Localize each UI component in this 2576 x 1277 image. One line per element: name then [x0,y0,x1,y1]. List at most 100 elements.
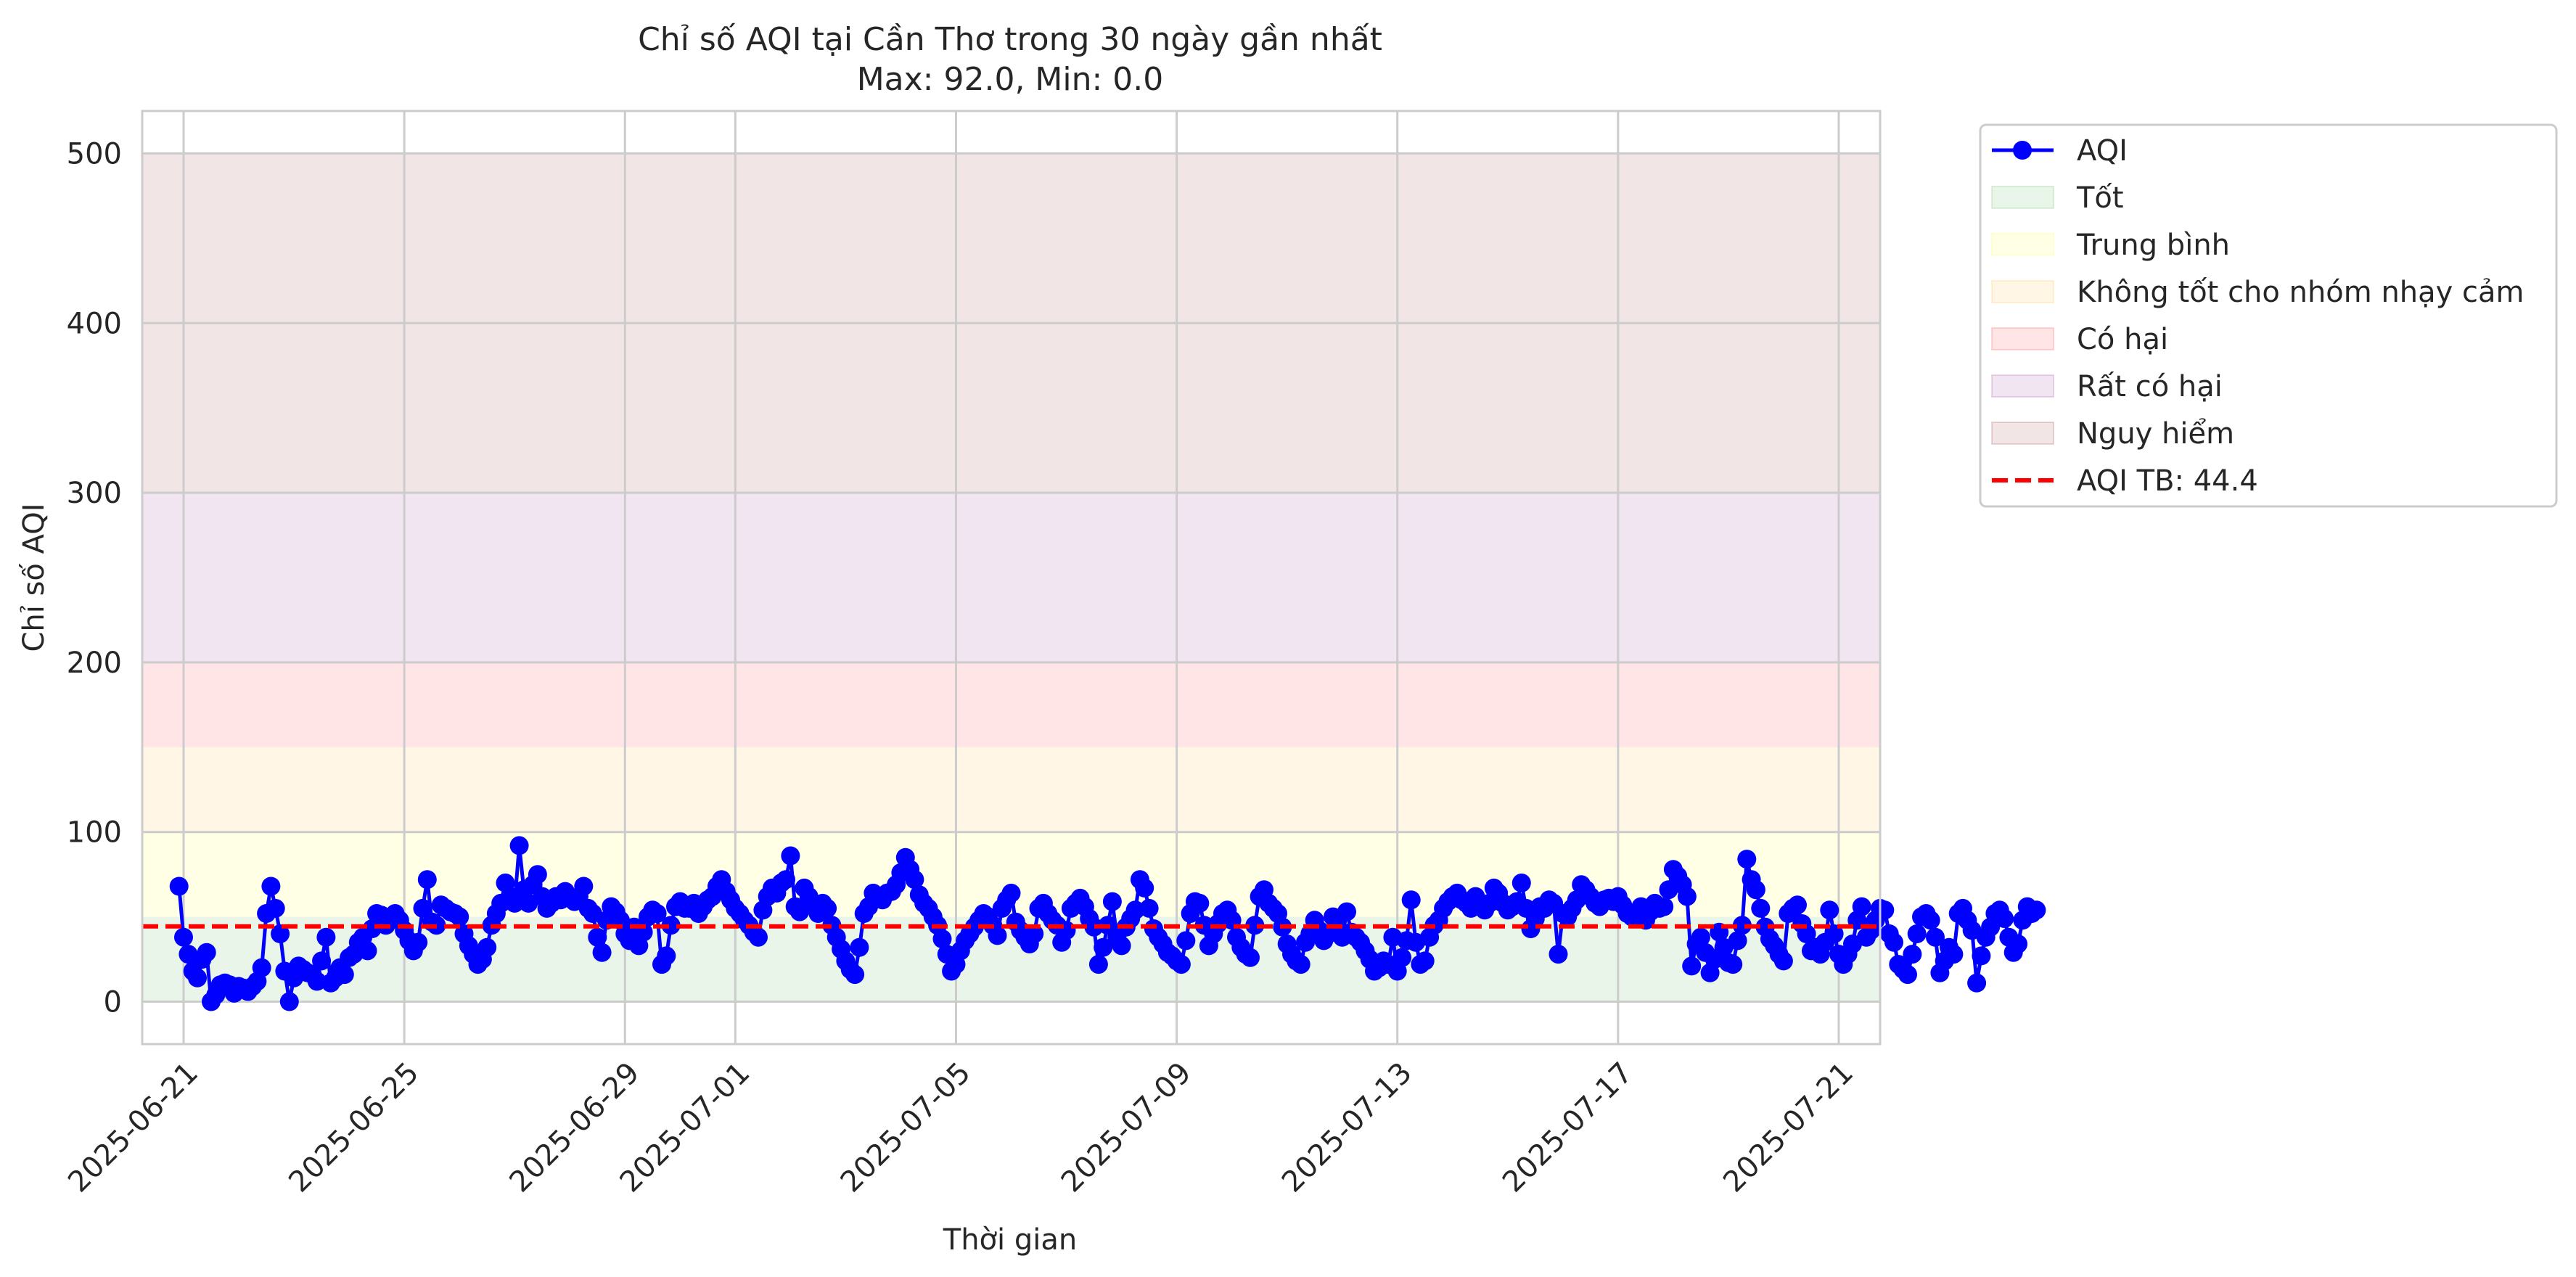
data-point [1084,917,1104,937]
x-axis-label: Thời gian [943,1223,1077,1257]
legend-swatch-patch [1991,186,2054,209]
data-point [781,846,800,866]
data-point [1001,883,1021,903]
y-axis-ticks: 0 100 200 300 400 500 [67,137,122,1019]
legend-swatch-patch [1991,422,2054,445]
legend-swatch-patch [1991,233,2054,256]
data-point [266,898,285,918]
data-point [1788,895,1807,915]
aqi-series [169,836,2046,1011]
data-point [1926,927,1945,947]
y-axis-label: Chỉ số AQI [17,503,51,652]
legend: AQI Tốt Trung bình Không tốt cho nhóm nhạy … [1979,123,2558,508]
data-point [1903,945,1922,964]
data-point [1511,873,1531,892]
legend-swatch-patch [1991,280,2054,303]
data-point [1723,955,1743,974]
data-point [1337,902,1356,921]
data-point [749,927,768,947]
data-point [661,916,681,935]
data-point [1732,916,1752,935]
data-point [413,898,432,918]
legend-frame [1979,123,2558,508]
data-point [1824,924,1844,943]
data-point [477,937,497,957]
data-point [1654,897,1674,916]
data-point [252,958,271,977]
data-point [776,870,795,890]
data-point [1415,951,1435,971]
data-point [1392,948,1412,967]
data-point [1094,937,1113,957]
legend-label: Trung bình [2076,229,2230,262]
data-point [1176,931,1196,950]
data-point [647,904,667,923]
data-point [1171,955,1191,974]
data-point [1751,898,1771,918]
data-point [818,898,837,918]
data-point [1088,955,1108,974]
data-point [188,968,207,987]
legend-label: Có hại [2077,323,2168,356]
data-point [905,870,924,890]
data-point [1139,898,1159,918]
data-point [312,951,332,971]
data-point [1135,878,1154,898]
data-point [1820,900,1839,920]
legend-item-2: Trung bình [1991,229,2230,262]
data-point [1102,892,1122,911]
data-point [1728,931,1747,950]
chart-title: Chỉ số AQI tại Cần Thơ trong 30 ngày gần… [638,21,1382,58]
data-point [1025,924,1044,943]
data-point [316,927,336,947]
data-point [1401,890,1421,910]
legend-label: Tốt [2076,181,2124,215]
legend-item-7: AQI TB: 44.4 [1992,464,2258,498]
data-point [1898,965,1917,985]
chart-subtitle: Max: 92.0, Min: 0.0 [857,61,1164,98]
data-point [450,907,469,927]
legend-label: Không tốt cho nhóm nhạy cảm [2077,276,2524,309]
data-point [1112,936,1131,956]
data-point [1995,909,2014,928]
data-point [509,836,529,855]
data-point [790,902,809,921]
data-point [2009,935,2028,953]
legend-label: Nguy hiểm [2077,417,2234,451]
legend-swatch-patch [1991,374,2054,398]
data-point [1241,948,1260,967]
legend-item-3: Không tốt cho nhóm nhạy cảm [1991,276,2524,309]
legend-label: Rất có hại [2077,370,2223,403]
data-point [169,876,189,896]
data-point [1884,932,1903,952]
data-point [197,943,216,962]
data-point [588,927,607,947]
data-point [1245,916,1265,935]
data-point [271,924,290,943]
legend-item-6: Nguy hiểm [1991,417,2234,451]
legend-item-4: Có hại [1991,323,2168,356]
data-point [1746,880,1765,900]
y-tick-label-2: 200 [67,646,122,680]
data-point [1682,956,1702,976]
data-point [1125,900,1145,920]
band-2 [142,747,1880,832]
data-point [1291,955,1310,974]
y-tick-label-0: 0 [104,986,122,1019]
band-4 [142,493,1880,662]
data-point [505,893,525,913]
data-point [1907,924,1927,943]
data-point [1972,946,1991,966]
grid-lines [142,111,1880,1044]
band-3 [142,662,1880,747]
legend-swatch-patch [1991,327,2054,350]
data-point [1921,911,1940,930]
y-tick-label-3: 300 [67,477,122,510]
data-point [1190,893,1210,913]
data-point [988,926,1007,945]
data-point [932,929,952,948]
legend-item-0: AQI [1992,134,2128,168]
data-point [1549,945,1568,964]
legend-label: AQI [2077,134,2128,168]
